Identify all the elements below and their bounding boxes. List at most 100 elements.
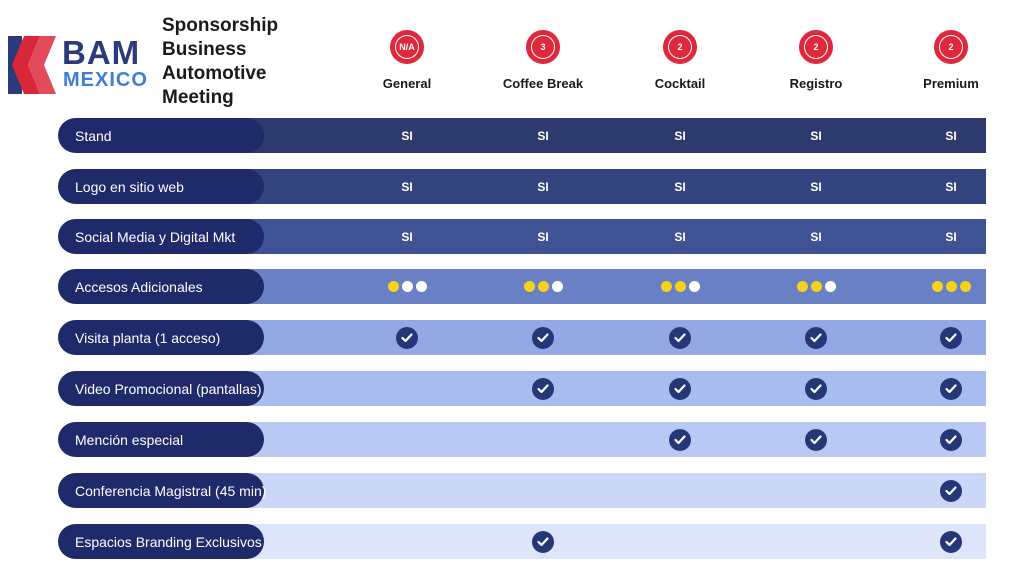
plan-badge-value: 2: [668, 35, 692, 59]
si-value: SI: [401, 229, 413, 244]
si-value: SI: [810, 179, 822, 194]
feature-cell: [921, 473, 981, 508]
feature-cell: [513, 269, 573, 304]
filled-dot-icon: [660, 281, 672, 292]
logo-bam-text: BAM: [62, 34, 141, 71]
feature-cell: SI: [377, 118, 437, 153]
feature-cell: [921, 422, 981, 457]
empty-dot-icon: [401, 281, 413, 292]
feature-label: Video Promocional (pantallas): [58, 371, 264, 406]
filled-dot-icon: [537, 281, 549, 292]
checkmark-icon: [532, 326, 554, 349]
filled-dot-icon: [674, 281, 686, 292]
si-value: SI: [945, 179, 957, 194]
feature-cell: [921, 524, 981, 559]
feature-cell: [377, 269, 437, 304]
feature-row: Accesos Adicionales: [58, 269, 986, 304]
feature-cell: [650, 473, 710, 508]
checkmark-icon: [805, 428, 827, 451]
access-dots: [387, 281, 427, 292]
filled-dot-icon: [945, 281, 957, 292]
feature-label: Espacios Branding Exclusivos: [58, 524, 264, 559]
plan-name: Premium: [923, 76, 979, 91]
feature-cell: [377, 524, 437, 559]
checkmark-icon: [940, 479, 962, 502]
feature-cell: [650, 524, 710, 559]
feature-cell: [513, 422, 573, 457]
checkmark-icon: [805, 377, 827, 400]
plan-badge: 2: [799, 30, 833, 64]
feature-cell: SI: [377, 219, 437, 254]
feature-cell: [650, 422, 710, 457]
feature-cell: [786, 320, 846, 355]
row-band: [208, 524, 986, 559]
row-band: [208, 473, 986, 508]
access-dots: [660, 281, 700, 292]
si-value: SI: [401, 179, 413, 194]
row-band: [208, 169, 986, 204]
row-band: [208, 320, 986, 355]
feature-cell: [513, 320, 573, 355]
feature-cell: SI: [650, 118, 710, 153]
empty-dot-icon: [551, 281, 563, 292]
filled-dot-icon: [959, 281, 971, 292]
feature-label: Social Media y Digital Mkt: [58, 219, 264, 254]
feature-cell: [377, 473, 437, 508]
plan-header-premium: 2 Premium: [896, 30, 1006, 91]
checkmark-icon: [669, 428, 691, 451]
empty-dot-icon: [415, 281, 427, 292]
row-band: [208, 371, 986, 406]
feature-row: Video Promocional (pantallas): [58, 371, 986, 406]
filled-dot-icon: [810, 281, 822, 292]
feature-label: Accesos Adicionales: [58, 269, 264, 304]
checkmark-icon: [940, 326, 962, 349]
access-dots: [523, 281, 563, 292]
checkmark-icon: [940, 428, 962, 451]
feature-cell: [921, 371, 981, 406]
plan-badge-value: 2: [939, 35, 963, 59]
feature-label: Logo en sitio web: [58, 169, 264, 204]
feature-cell: [650, 320, 710, 355]
page-title: Sponsorship Business Automotive Meeting: [162, 15, 279, 108]
plan-name: General: [382, 76, 432, 91]
row-band: [208, 118, 986, 153]
feature-cell: [786, 269, 846, 304]
checkmark-icon: [940, 377, 962, 400]
si-value: SI: [674, 179, 686, 194]
feature-cell: [786, 422, 846, 457]
plan-badge-value: 3: [531, 35, 555, 59]
checkmark-icon: [532, 530, 554, 553]
feature-cell: SI: [921, 169, 981, 204]
feature-row: Espacios Branding Exclusivos: [58, 524, 986, 559]
feature-cell: [786, 371, 846, 406]
plan-header-general: N/A General: [352, 30, 462, 91]
checkmark-icon: [532, 377, 554, 400]
feature-cell: SI: [786, 118, 846, 153]
filled-dot-icon: [387, 281, 399, 292]
feature-cell: SI: [650, 169, 710, 204]
feature-cell: SI: [921, 219, 981, 254]
si-value: SI: [537, 229, 549, 244]
plan-badge-value: N/A: [395, 35, 419, 59]
row-band: [208, 422, 986, 457]
feature-cell: [650, 269, 710, 304]
feature-cell: [921, 320, 981, 355]
plan-badge: 2: [663, 30, 697, 64]
empty-dot-icon: [824, 281, 836, 292]
feature-cell: SI: [513, 169, 573, 204]
feature-label: Stand: [58, 118, 264, 153]
feature-cell: [921, 269, 981, 304]
plan-badge: N/A: [390, 30, 424, 64]
plan-header-registro: 2 Registro: [761, 30, 871, 91]
access-dots: [931, 281, 971, 292]
feature-label: Mención especial: [58, 422, 264, 457]
feature-cell: [513, 473, 573, 508]
plan-name: Coffee Break: [502, 76, 584, 91]
si-value: SI: [401, 128, 413, 143]
si-value: SI: [537, 128, 549, 143]
feature-row: Stand SI SI SI SI SI: [58, 118, 986, 153]
logo-chevron-icon: [8, 36, 56, 94]
si-value: SI: [945, 128, 957, 143]
bam-mexico-logo: BAM MEXICO: [6, 34, 147, 96]
si-value: SI: [674, 229, 686, 244]
